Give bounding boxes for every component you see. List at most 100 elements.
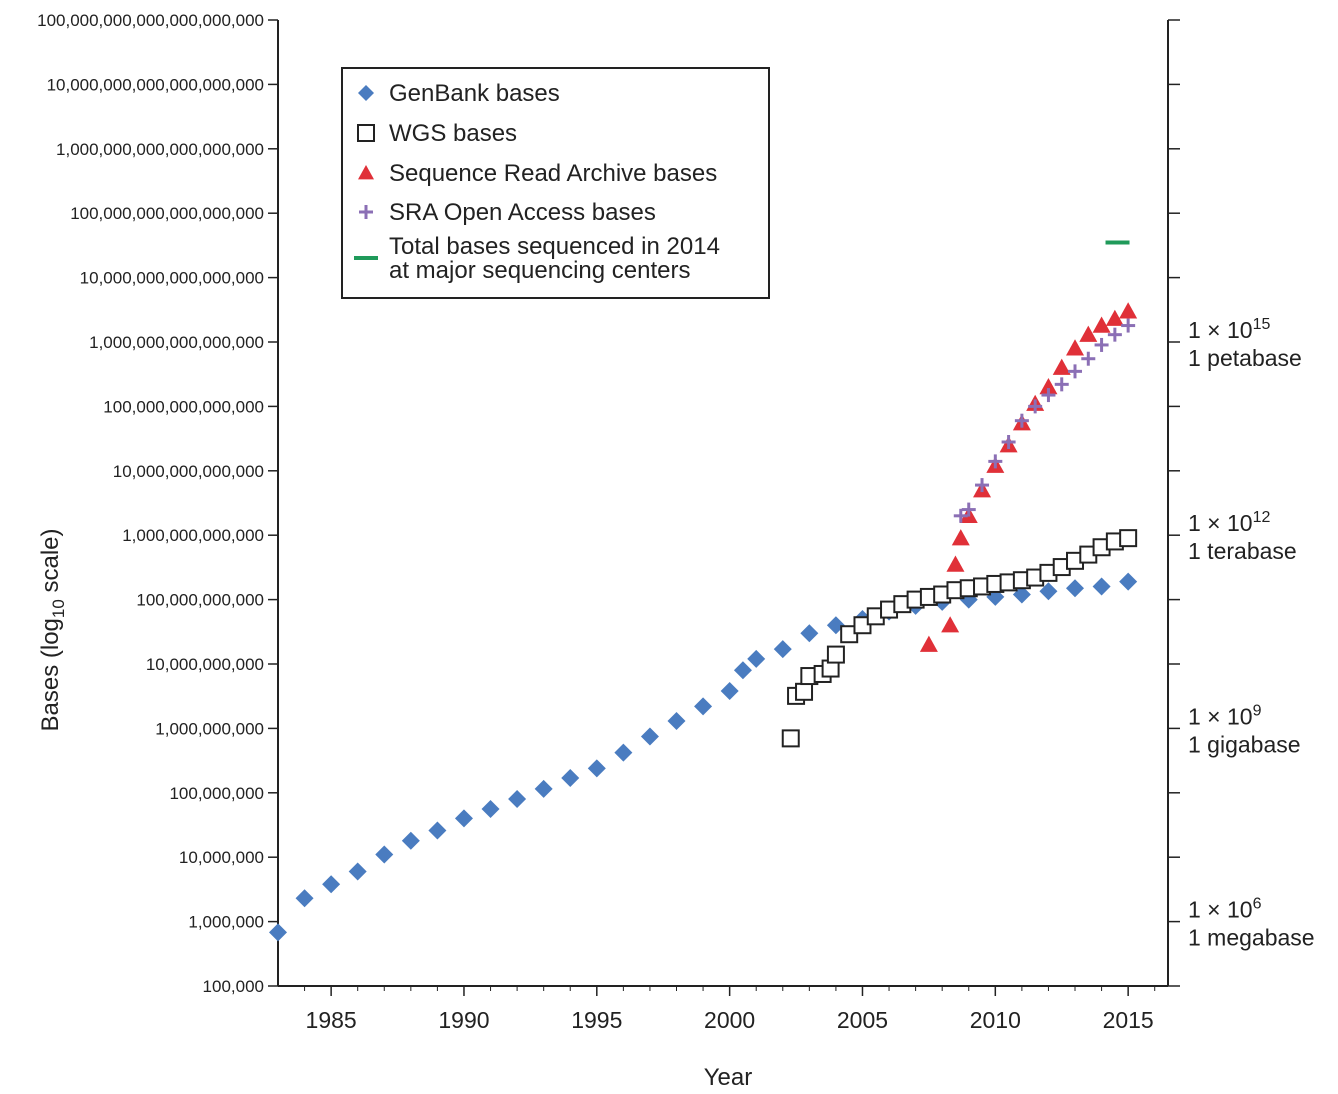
triangle-point bbox=[1105, 309, 1124, 326]
diamond-point bbox=[614, 743, 633, 762]
series-plus bbox=[953, 318, 1136, 523]
diamond-point bbox=[481, 800, 500, 819]
diamond-point bbox=[747, 649, 766, 668]
y-tick-label: 10,000,000,000,000,000,000 bbox=[47, 75, 264, 94]
diamond-point bbox=[348, 862, 367, 881]
y-tick-label: 1,000,000,000,000,000 bbox=[89, 333, 264, 352]
square-point bbox=[826, 645, 845, 664]
right-axis-base: 1 × 10 bbox=[1188, 510, 1253, 536]
plus-point bbox=[1107, 327, 1122, 342]
triangle-point bbox=[951, 529, 970, 546]
y-tick-label: 10,000,000,000,000 bbox=[113, 462, 264, 481]
legend-marker-triangle bbox=[358, 165, 374, 180]
plus-point bbox=[1054, 377, 1069, 392]
y-tick-label: 10,000,000,000,000,000 bbox=[80, 269, 264, 288]
x-tick-label: 2005 bbox=[837, 1007, 888, 1033]
y-tick-label: 100,000,000,000,000,000,000 bbox=[37, 11, 264, 30]
legend-label-line1: Total bases sequenced in 2014 bbox=[389, 233, 720, 260]
y-tick-label: 1,000,000,000,000,000,000 bbox=[56, 140, 264, 159]
y-axis-title-main: Bases (log bbox=[37, 618, 64, 731]
series-triangle bbox=[919, 302, 1138, 652]
diamond-point bbox=[375, 845, 394, 864]
plus-point bbox=[1001, 435, 1016, 450]
plus-point bbox=[1028, 399, 1043, 414]
plus-point bbox=[1014, 413, 1029, 428]
right-axis-exponent: 12 bbox=[1253, 509, 1271, 526]
right-axis-name: 1 gigabase bbox=[1188, 731, 1301, 757]
right-axis-name: 1 petabase bbox=[1188, 345, 1302, 371]
triangle-point bbox=[1039, 378, 1058, 395]
square-point bbox=[781, 729, 800, 748]
x-tick-label: 1985 bbox=[306, 1007, 357, 1033]
x-axis-ticks: 1985 1990 1995 2000 2005 2010 2015 bbox=[304, 986, 1156, 1033]
diamond-point bbox=[1066, 579, 1085, 598]
plus-point bbox=[953, 508, 968, 523]
plus-point bbox=[1081, 351, 1096, 366]
triangle-point bbox=[1119, 302, 1138, 319]
legend-label-line2: at major sequencing centers bbox=[389, 257, 691, 284]
diamond-point bbox=[1039, 582, 1058, 601]
y-axis-ticks: 100,000 1,000,000 10,000,000 100,000,000 1,0… bbox=[37, 11, 1180, 996]
diamond-point bbox=[1119, 572, 1138, 591]
diamond-point bbox=[587, 759, 606, 778]
right-axis-exponent: 15 bbox=[1253, 316, 1271, 333]
diamond-point bbox=[561, 768, 580, 787]
x-tick-label: 1995 bbox=[571, 1007, 622, 1033]
diamond-point bbox=[733, 661, 752, 680]
legend-box bbox=[341, 67, 770, 299]
legend: GenBank bases WGS bases Sequence Read Arch… bbox=[341, 67, 770, 299]
triangle-point bbox=[1092, 316, 1111, 333]
diamond-point bbox=[401, 831, 420, 850]
plus-point bbox=[1121, 318, 1136, 333]
legend-marker-plus bbox=[359, 205, 373, 219]
plus-point bbox=[1094, 337, 1109, 352]
y-tick-label: 100,000,000,000,000,000 bbox=[70, 204, 264, 223]
plus-point bbox=[1068, 364, 1083, 379]
y-axis-title-subscript: 10 bbox=[49, 599, 68, 618]
right-axis-exponent: 9 bbox=[1253, 702, 1262, 719]
square-point bbox=[795, 682, 814, 701]
right-axis-value: 1 × 1015 bbox=[1188, 316, 1270, 343]
right-axis-name: 1 megabase bbox=[1188, 925, 1315, 951]
right-axis-base: 1 × 10 bbox=[1188, 897, 1253, 923]
legend-label: Sequence Read Archive bases bbox=[389, 160, 717, 187]
series-layer bbox=[269, 240, 1138, 942]
diamond-point bbox=[295, 889, 314, 908]
x-tick-label: 2015 bbox=[1103, 1007, 1154, 1033]
x-tick-label: 1990 bbox=[438, 1007, 489, 1033]
triangle-point bbox=[1079, 325, 1098, 342]
triangle-point bbox=[946, 555, 965, 572]
diamond-point bbox=[1092, 577, 1111, 596]
y-tick-label: 1,000,000,000 bbox=[155, 719, 264, 738]
diamond-point bbox=[508, 790, 527, 809]
y-tick-label: 100,000,000,000 bbox=[136, 591, 264, 610]
legend-marker-square bbox=[357, 124, 375, 142]
right-axis-base: 1 × 10 bbox=[1188, 317, 1253, 343]
y-tick-label: 1,000,000,000,000 bbox=[122, 526, 264, 545]
triangle-point bbox=[1066, 339, 1085, 356]
legend-label: WGS bases bbox=[389, 120, 517, 147]
diamond-point bbox=[428, 821, 447, 840]
y-axis-title: Bases (log10 scale) bbox=[37, 529, 68, 732]
series-square bbox=[781, 529, 1138, 748]
series-diamond bbox=[269, 572, 1138, 942]
diamond-point bbox=[720, 682, 739, 701]
triangle-point bbox=[919, 635, 938, 652]
y-tick-label: 10,000,000,000 bbox=[146, 655, 264, 674]
x-tick-label: 2000 bbox=[704, 1007, 755, 1033]
diamond-point bbox=[454, 809, 473, 828]
x-axis-title: Year bbox=[704, 1064, 753, 1089]
right-axis-exponent: 6 bbox=[1253, 896, 1262, 913]
right-axis-value: 1 × 106 bbox=[1188, 896, 1262, 923]
right-axis-value: 1 × 109 bbox=[1188, 702, 1262, 729]
y-tick-label: 100,000,000,000,000 bbox=[103, 397, 264, 416]
y-axis-title-suffix: scale) bbox=[37, 529, 64, 600]
plus-point bbox=[1041, 388, 1056, 403]
y-tick-label: 10,000,000 bbox=[179, 848, 264, 867]
triangle-point bbox=[1052, 358, 1071, 375]
diamond-point bbox=[667, 712, 686, 731]
diamond-point bbox=[694, 697, 713, 716]
right-axis-value: 1 × 1012 bbox=[1188, 509, 1270, 536]
